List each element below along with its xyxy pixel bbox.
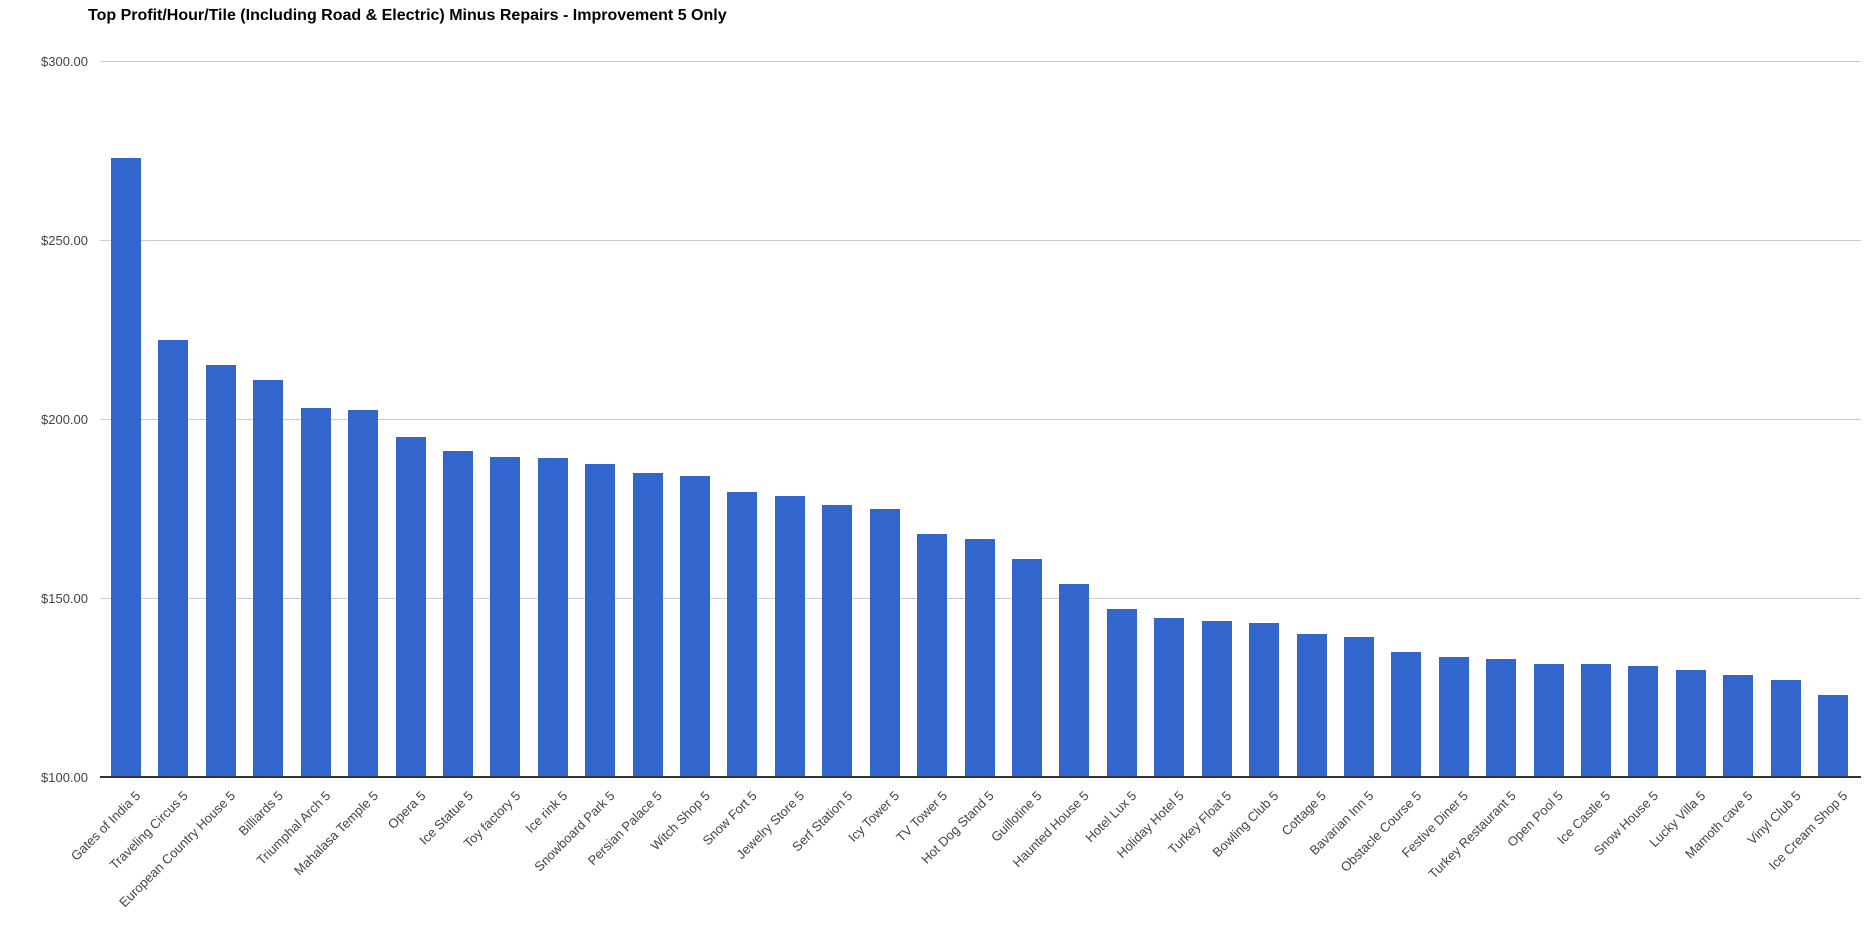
bar[interactable] <box>1011 558 1042 776</box>
bar[interactable] <box>253 379 284 776</box>
y-tick-label: $150.00 <box>41 591 88 606</box>
bar[interactable] <box>632 472 663 776</box>
x-tick-label-text: Opera 5 <box>384 788 429 832</box>
bar[interactable] <box>1059 583 1090 776</box>
bar[interactable] <box>1723 674 1754 776</box>
bar[interactable] <box>1581 664 1612 776</box>
bar[interactable] <box>1201 621 1232 776</box>
gridline <box>100 240 1861 241</box>
bar[interactable] <box>917 533 948 776</box>
bar[interactable] <box>1770 680 1801 776</box>
bar[interactable] <box>964 538 995 776</box>
bar[interactable] <box>1154 617 1185 776</box>
bar[interactable] <box>774 495 805 776</box>
bar[interactable] <box>1675 669 1706 776</box>
bar[interactable] <box>442 451 473 776</box>
x-tick-label-text: Ice rink 5 <box>522 788 571 836</box>
bar[interactable] <box>680 476 711 776</box>
bar[interactable] <box>869 508 900 776</box>
chart-title: Top Profit/Hour/Tile (Including Road & E… <box>88 7 727 24</box>
bar[interactable] <box>111 157 141 776</box>
bar[interactable] <box>537 458 568 776</box>
y-tick-label: $200.00 <box>41 412 88 427</box>
gridline <box>100 61 1861 62</box>
bar[interactable] <box>395 436 426 776</box>
gridline <box>100 419 1861 420</box>
bar[interactable] <box>1533 664 1564 776</box>
bar[interactable] <box>1249 623 1280 776</box>
y-tick-label: $300.00 <box>41 54 88 69</box>
bar[interactable] <box>1391 651 1422 776</box>
x-tick-label-text: Snowboard Park 5 <box>531 788 618 875</box>
bar[interactable] <box>1343 637 1374 776</box>
bar[interactable] <box>300 408 331 776</box>
x-tick-label-text: Turkey Restaurant 5 <box>1425 788 1519 882</box>
x-tick-label-text: Obstacle Course 5 <box>1337 788 1424 875</box>
bar[interactable] <box>1628 666 1659 776</box>
bar[interactable] <box>490 456 521 776</box>
y-tick-label: $100.00 <box>41 770 88 785</box>
x-axis-baseline <box>100 776 1861 778</box>
bar[interactable] <box>727 492 758 776</box>
x-tick-label-text: Mahalasa Temple 5 <box>290 788 381 879</box>
bar[interactable] <box>1818 694 1849 776</box>
bar[interactable] <box>585 463 616 776</box>
bar[interactable] <box>205 365 236 776</box>
bar[interactable] <box>348 410 379 776</box>
bar[interactable] <box>1486 658 1517 776</box>
bar[interactable] <box>822 504 853 776</box>
bar[interactable] <box>158 340 189 776</box>
bar[interactable] <box>1106 608 1137 776</box>
bar[interactable] <box>1438 657 1469 776</box>
y-tick-label: $250.00 <box>41 233 88 248</box>
bar[interactable] <box>1296 633 1327 776</box>
